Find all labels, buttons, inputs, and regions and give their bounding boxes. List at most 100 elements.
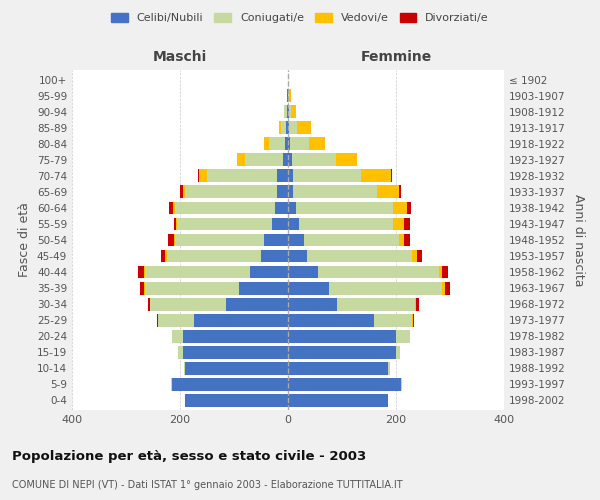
Bar [391, 170, 392, 182]
Bar [180, 186, 182, 198]
Bar [416, 298, 419, 310]
Bar [182, 186, 185, 198]
Bar [286, 138, 288, 150]
Text: Maschi: Maschi [153, 50, 207, 64]
Bar [288, 138, 290, 150]
Bar [398, 234, 404, 246]
Bar [175, 202, 275, 214]
Bar [280, 122, 281, 134]
Bar [176, 218, 178, 230]
Bar [299, 218, 394, 230]
Bar [304, 234, 398, 246]
Bar [264, 234, 288, 246]
Bar [158, 314, 193, 326]
Bar [288, 234, 304, 246]
Bar [144, 282, 145, 294]
Text: Popolazione per età, sesso e stato civile - 2003: Popolazione per età, sesso e stato civil… [12, 450, 366, 463]
Bar [289, 89, 290, 102]
Bar [291, 106, 296, 118]
Bar [439, 266, 442, 278]
Bar [172, 378, 288, 391]
Bar [173, 218, 176, 230]
Bar [288, 122, 289, 134]
Bar [148, 298, 150, 310]
Bar [288, 346, 396, 358]
Bar [272, 218, 288, 230]
Bar [377, 186, 399, 198]
Bar [283, 154, 288, 166]
Bar [182, 346, 288, 358]
Bar [394, 202, 407, 214]
Bar [445, 282, 450, 294]
Bar [288, 378, 401, 391]
Bar [178, 346, 182, 358]
Legend: Celibi/Nubili, Coniugati/e, Vedovi/e, Divorziati/e: Celibi/Nubili, Coniugati/e, Vedovi/e, Di… [107, 8, 493, 28]
Bar [335, 154, 357, 166]
Bar [185, 394, 288, 407]
Bar [239, 282, 288, 294]
Bar [442, 282, 445, 294]
Bar [199, 170, 207, 182]
Bar [296, 202, 394, 214]
Bar [288, 330, 396, 342]
Bar [288, 218, 299, 230]
Bar [396, 330, 409, 342]
Bar [288, 186, 293, 198]
Bar [264, 138, 269, 150]
Bar [245, 154, 283, 166]
Bar [404, 218, 409, 230]
Bar [398, 186, 401, 198]
Bar [309, 138, 325, 150]
Bar [286, 122, 288, 134]
Bar [168, 234, 173, 246]
Bar [288, 314, 374, 326]
Bar [394, 218, 404, 230]
Bar [178, 218, 272, 230]
Bar [193, 314, 288, 326]
Bar [226, 298, 288, 310]
Bar [293, 186, 377, 198]
Bar [144, 266, 145, 278]
Bar [275, 202, 288, 214]
Bar [167, 250, 261, 262]
Bar [151, 298, 226, 310]
Bar [407, 202, 411, 214]
Bar [171, 378, 172, 391]
Bar [139, 282, 144, 294]
Bar [175, 234, 264, 246]
Bar [172, 330, 182, 342]
Bar [261, 250, 288, 262]
Bar [412, 314, 413, 326]
Text: COMUNE DI NEPI (VT) - Dati ISTAT 1° gennaio 2003 - Elaborazione TUTTITALIA.IT: COMUNE DI NEPI (VT) - Dati ISTAT 1° genn… [12, 480, 403, 490]
Bar [173, 234, 175, 246]
Text: Femmine: Femmine [361, 50, 431, 64]
Bar [288, 282, 329, 294]
Bar [288, 298, 337, 310]
Bar [281, 122, 286, 134]
Bar [388, 362, 389, 374]
Bar [307, 250, 412, 262]
Bar [297, 122, 311, 134]
Y-axis label: Fasce di età: Fasce di età [19, 202, 31, 278]
Bar [401, 378, 403, 391]
Bar [288, 394, 388, 407]
Bar [415, 298, 416, 310]
Bar [413, 314, 415, 326]
Bar [337, 298, 415, 310]
Bar [293, 170, 361, 182]
Bar [166, 250, 167, 262]
Bar [442, 266, 448, 278]
Bar [169, 202, 173, 214]
Bar [288, 250, 307, 262]
Bar [374, 314, 412, 326]
Bar [145, 266, 250, 278]
Bar [185, 362, 288, 374]
Bar [290, 138, 309, 150]
Bar [237, 154, 245, 166]
Bar [139, 266, 144, 278]
Bar [184, 362, 185, 374]
Bar [207, 170, 277, 182]
Bar [145, 282, 239, 294]
Bar [416, 250, 422, 262]
Bar [269, 138, 286, 150]
